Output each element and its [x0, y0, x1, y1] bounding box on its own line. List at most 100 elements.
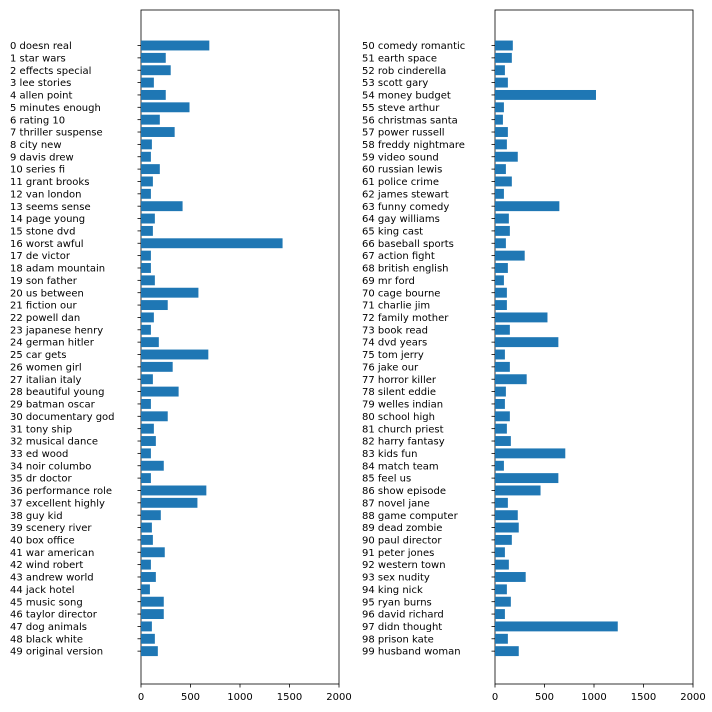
bar [495, 188, 504, 199]
bar [141, 225, 153, 236]
x-tick-label: 500 [535, 692, 554, 703]
bar [141, 102, 190, 113]
category-label: 81 church priest [362, 424, 444, 435]
bar [495, 584, 507, 595]
category-label: 52 rob cinderella [362, 66, 446, 77]
x-tick-label: 1500 [631, 692, 656, 703]
category-label: 55 steve arthur [362, 103, 440, 114]
bar [495, 473, 559, 484]
bar [141, 609, 164, 620]
category-label: 10 series fi [10, 165, 65, 176]
category-label: 87 novel jane [362, 498, 430, 509]
category-label: 60 russian lewis [362, 165, 442, 176]
category-label: 32 musical dance [10, 437, 98, 448]
category-label: 77 horror killer [362, 375, 437, 386]
bar [141, 473, 151, 484]
category-label: 61 police crime [362, 177, 439, 188]
category-label: 57 power russell [362, 128, 445, 139]
category-label: 85 feel us [362, 474, 411, 485]
category-label: 99 husband woman [362, 647, 461, 658]
bar [141, 398, 151, 409]
bar [495, 510, 518, 521]
bar [495, 89, 596, 100]
bar [141, 534, 153, 545]
category-label: 11 grant brooks [10, 177, 89, 188]
bar [141, 596, 164, 607]
category-label: 27 italian italy [10, 375, 82, 386]
bar [141, 361, 173, 372]
category-label: 47 dog animals [10, 622, 87, 633]
bar [495, 522, 519, 533]
bar [141, 287, 199, 298]
bar [141, 275, 155, 286]
category-label: 89 dead zombie [362, 523, 442, 534]
category-label: 4 allen point [10, 91, 72, 102]
bar [141, 324, 151, 335]
category-label: 40 box office [10, 536, 75, 547]
bar [141, 263, 151, 273]
bar [141, 510, 161, 521]
category-label: 94 king nick [362, 585, 423, 596]
bar [495, 275, 504, 286]
bar [495, 225, 510, 236]
bar [141, 312, 154, 323]
bar [495, 460, 504, 471]
category-label: 35 dr doctor [10, 474, 73, 485]
category-label: 63 funny comedy [362, 202, 449, 213]
bar [495, 621, 618, 632]
bar [495, 609, 505, 620]
category-label: 45 music song [10, 597, 83, 608]
bar [495, 176, 512, 187]
bar [141, 386, 179, 397]
bar [495, 238, 506, 249]
category-label: 62 james stewart [362, 189, 449, 200]
category-label: 86 show episode [362, 486, 446, 497]
category-label: 7 thriller suspense [10, 128, 103, 139]
bar [141, 337, 159, 348]
category-label: 54 money budget [362, 91, 451, 102]
category-label: 80 school high [362, 412, 435, 423]
bar [495, 423, 507, 434]
bar [495, 139, 507, 150]
bar [495, 324, 510, 335]
bar [495, 534, 512, 545]
bar [495, 300, 507, 311]
category-label: 30 documentary god [10, 412, 115, 423]
category-label: 70 cage bourne [362, 288, 440, 299]
bar [141, 127, 175, 137]
category-label: 5 minutes enough [10, 103, 101, 114]
category-label: 21 fiction our [10, 301, 77, 312]
category-label: 33 ed wood [10, 449, 68, 460]
category-label: 29 batman oscar [10, 400, 96, 411]
bar [495, 287, 507, 298]
category-label: 75 tom jerry [362, 350, 424, 361]
category-label: 51 earth space [362, 53, 437, 64]
category-label: 69 mr ford [362, 276, 415, 287]
category-label: 95 ryan burns [362, 597, 432, 608]
bar [141, 65, 171, 76]
category-label: 23 japanese henry [10, 325, 103, 336]
bar [495, 52, 512, 63]
bar [141, 522, 152, 533]
x-tick-label: 2000 [326, 692, 351, 703]
category-label: 38 guy kid [10, 511, 63, 522]
category-label: 24 german hitler [10, 338, 95, 349]
category-label: 92 western town [362, 560, 446, 571]
category-label: 50 comedy romantic [362, 41, 465, 52]
category-label: 34 noir columbo [10, 461, 91, 472]
category-label: 46 taylor director [10, 610, 98, 621]
category-label: 49 original version [10, 647, 103, 658]
category-label: 64 gay williams [362, 214, 440, 225]
bar [495, 250, 525, 261]
category-label: 90 paul director [362, 536, 442, 547]
category-label: 1 star wars [10, 53, 66, 64]
bar [495, 572, 526, 582]
bar [141, 485, 207, 496]
bar [141, 572, 156, 582]
bar [141, 423, 154, 434]
category-label: 93 sex nudity [362, 573, 430, 584]
category-label: 39 scenery river [10, 523, 92, 534]
category-label: 36 performance role [10, 486, 112, 497]
